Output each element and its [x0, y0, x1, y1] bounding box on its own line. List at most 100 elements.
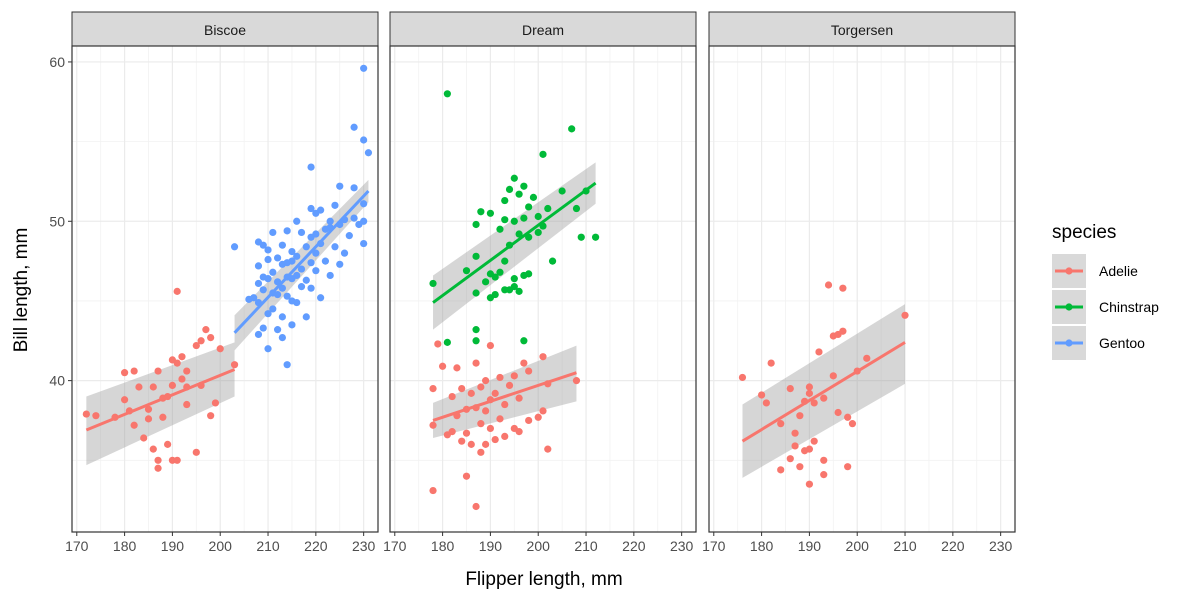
legend-title: species — [1052, 222, 1116, 243]
data-point — [510, 283, 518, 291]
data-point — [844, 413, 852, 421]
data-point — [577, 233, 585, 241]
data-point — [429, 384, 437, 393]
data-point — [510, 174, 518, 182]
data-point — [360, 239, 368, 248]
data-point — [462, 429, 471, 437]
data-point — [568, 125, 576, 133]
x-tick-label: 180 — [113, 538, 137, 554]
data-point — [164, 440, 172, 448]
data-point — [321, 257, 330, 265]
data-point — [491, 290, 499, 299]
data-point — [510, 217, 518, 225]
data-point — [230, 243, 239, 251]
data-point — [154, 367, 162, 375]
data-point — [486, 341, 495, 350]
data-point — [482, 407, 490, 415]
fit-line-adelie — [741, 341, 906, 443]
data-point — [360, 136, 368, 144]
facet-strip-dream — [389, 11, 697, 47]
data-point — [293, 217, 301, 225]
data-point — [350, 123, 358, 131]
data-point — [293, 298, 301, 307]
data-point — [250, 294, 258, 302]
data-point — [283, 292, 291, 300]
data-point — [448, 428, 456, 436]
data-point — [848, 420, 857, 428]
data-point — [178, 375, 186, 383]
data-point — [254, 330, 263, 339]
confidence-band-chinstrap — [433, 162, 596, 330]
data-point — [345, 232, 353, 240]
data-point — [297, 228, 306, 237]
data-point — [796, 412, 804, 420]
data-point — [791, 429, 799, 437]
data-point — [458, 384, 466, 393]
data-point — [805, 383, 814, 391]
panel-border — [708, 45, 1016, 533]
data-point — [82, 410, 90, 418]
x-tick-label: 210 — [893, 538, 917, 554]
y-axis-ticks: 40 50 60 — [49, 54, 72, 389]
data-point — [307, 163, 315, 171]
data-point — [820, 471, 828, 479]
data-point — [805, 389, 814, 397]
legend-label: Gentoo — [1099, 335, 1145, 351]
data-point — [863, 354, 871, 362]
data-point — [572, 377, 581, 385]
data-point — [777, 466, 785, 474]
data-point — [496, 373, 504, 382]
data-point — [429, 421, 437, 429]
y-axis-title: Bill length, mm — [11, 228, 32, 353]
data-point — [273, 290, 282, 299]
data-point — [178, 353, 186, 361]
data-point — [829, 372, 837, 380]
grid-lines — [390, 46, 696, 532]
data-point — [207, 412, 215, 420]
legend-item-adelie: Adelie — [1052, 254, 1138, 288]
data-point — [168, 381, 177, 390]
data-point — [273, 326, 282, 334]
data-point — [525, 416, 533, 425]
data-point — [331, 243, 339, 251]
data-point — [805, 480, 814, 488]
data-point — [302, 243, 310, 251]
data-point — [326, 217, 334, 225]
data-point — [340, 249, 349, 257]
data-point — [834, 408, 842, 417]
facet-torgersen: Torgersen 170 180 190 200 210 220 230 — [702, 11, 1016, 554]
panel-background — [390, 46, 696, 532]
facet-panels: Biscoe 170 180 190 200 210 220 230 40 50 60 Dream 17… — [49, 11, 1016, 554]
data-point — [515, 190, 523, 198]
data-point — [820, 394, 828, 402]
axis-titles: Flipper length, mm Bill length, mm — [11, 228, 623, 590]
data-point — [757, 391, 766, 399]
data-point — [207, 334, 215, 342]
data-point — [297, 283, 306, 291]
x-axis-ticks: 170 180 190 200 210 220 230 — [383, 532, 694, 554]
x-tick-label: 190 — [161, 538, 185, 554]
data-point — [767, 359, 775, 367]
data-point — [264, 246, 272, 254]
data-point — [467, 389, 475, 397]
data-point — [796, 463, 804, 471]
data-point — [820, 456, 828, 464]
data-point — [331, 201, 339, 209]
data-point — [173, 287, 181, 295]
data-point — [288, 321, 296, 329]
facet-label-dream: Dream — [522, 22, 564, 38]
data-point — [120, 396, 129, 404]
legend-label: Adelie — [1099, 263, 1138, 279]
data-point — [525, 367, 533, 375]
panel-background — [709, 46, 1015, 532]
data-point — [501, 257, 509, 265]
x-axis-ticks: 170 180 190 200 210 220 230 — [65, 532, 376, 554]
x-tick-label: 170 — [702, 538, 726, 554]
data-point — [364, 149, 373, 157]
data-point — [130, 367, 138, 375]
data-point — [336, 260, 344, 268]
data-point — [264, 310, 272, 318]
data-point — [505, 381, 514, 390]
x-tick-label: 190 — [798, 538, 822, 554]
data-point — [429, 279, 437, 288]
